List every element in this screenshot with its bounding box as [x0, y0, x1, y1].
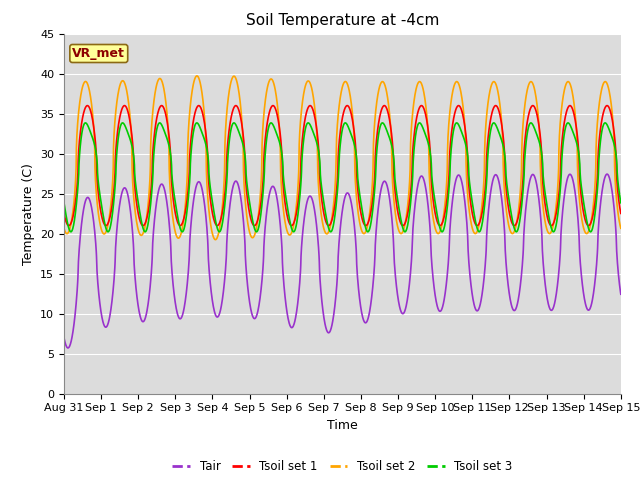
- X-axis label: Time: Time: [327, 419, 358, 432]
- Text: VR_met: VR_met: [72, 47, 125, 60]
- Tsoil set 3: [359, 210, 367, 216]
- Tsoil set 2: [216, 225, 223, 230]
- Tsoil set 1: [474, 223, 481, 228]
- Tsoil set 2: [212, 237, 220, 242]
- Tsoil set 1: [455, 103, 463, 108]
- Tsoil set 1: [505, 206, 513, 212]
- Line: Tsoil set 2: Tsoil set 2: [64, 76, 621, 240]
- Tsoil set 1: [371, 177, 378, 183]
- Tsoil set 2: [617, 226, 625, 231]
- Tsoil set 1: [617, 211, 625, 216]
- Line: Tsoil set 1: Tsoil set 1: [64, 106, 621, 226]
- Legend: Tair, Tsoil set 1, Tsoil set 2, Tsoil set 3: Tair, Tsoil set 1, Tsoil set 2, Tsoil se…: [168, 455, 517, 478]
- Tair: [64, 345, 72, 351]
- Tsoil set 2: [505, 222, 513, 228]
- Y-axis label: Temperature (C): Temperature (C): [22, 163, 35, 264]
- Tsoil set 2: [60, 226, 68, 231]
- Tsoil set 3: [371, 185, 379, 191]
- Tsoil set 1: [568, 105, 576, 111]
- Tsoil set 3: [156, 120, 163, 126]
- Tair: [359, 314, 367, 320]
- Tsoil set 3: [60, 200, 68, 206]
- Tair: [617, 291, 625, 297]
- Tsoil set 1: [216, 221, 223, 227]
- Tair: [568, 174, 575, 180]
- Tsoil set 3: [216, 229, 223, 235]
- Tair: [216, 311, 223, 317]
- Title: Soil Temperature at -4cm: Soil Temperature at -4cm: [246, 13, 439, 28]
- Tsoil set 3: [568, 127, 576, 132]
- Tsoil set 2: [584, 230, 591, 236]
- Tair: [604, 171, 611, 177]
- Tair: [504, 284, 512, 289]
- Tsoil set 3: [584, 222, 591, 228]
- Tsoil set 2: [371, 115, 379, 121]
- Tsoil set 1: [584, 222, 591, 228]
- Tsoil set 3: [476, 229, 483, 235]
- Tsoil set 2: [568, 88, 576, 94]
- Tsoil set 3: [617, 200, 625, 206]
- Line: Tsoil set 3: Tsoil set 3: [64, 123, 621, 232]
- Tair: [371, 257, 379, 263]
- Tair: [584, 306, 591, 312]
- Tsoil set 1: [358, 217, 366, 223]
- Line: Tair: Tair: [64, 174, 621, 348]
- Tair: [60, 335, 68, 341]
- Tsoil set 3: [505, 194, 513, 200]
- Tsoil set 1: [60, 211, 68, 216]
- Tsoil set 2: [359, 230, 367, 236]
- Tsoil set 2: [193, 73, 201, 79]
